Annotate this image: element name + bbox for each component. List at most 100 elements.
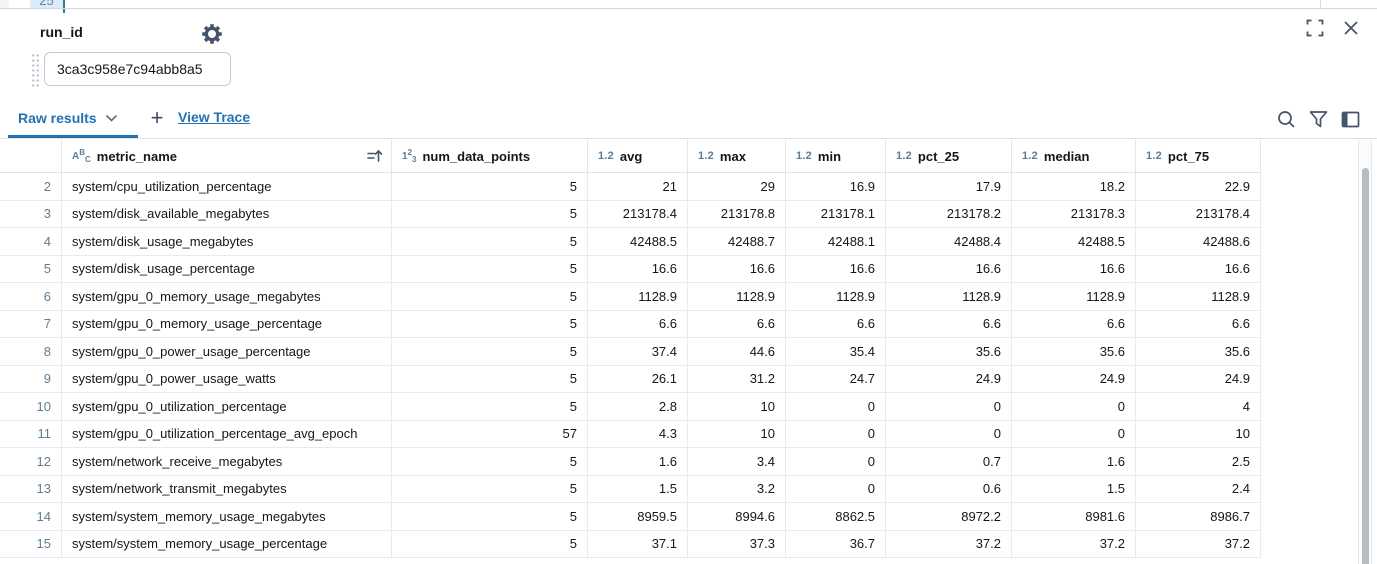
cell: 0 bbox=[1012, 420, 1136, 447]
add-visualization-button[interactable]: + bbox=[150, 105, 164, 130]
cell: 22.9 bbox=[1136, 173, 1261, 200]
cell: 213178.4 bbox=[588, 200, 688, 227]
cell: 42488.6 bbox=[1136, 228, 1261, 255]
cell: 5 bbox=[392, 503, 588, 530]
table-row[interactable]: 14 system/system_memory_usage_megabytes 5 8… bbox=[0, 503, 1261, 531]
table-row[interactable]: 4 system/disk_usage_megabytes 5 42488.5 4248… bbox=[0, 228, 1261, 256]
cell: 6.6 bbox=[588, 310, 688, 337]
row-number: 15 bbox=[0, 530, 62, 557]
column-header-median[interactable]: 1.2 median bbox=[1012, 140, 1136, 172]
row-number: 2 bbox=[0, 173, 62, 200]
run-id-input[interactable] bbox=[44, 52, 231, 86]
cell: 4 bbox=[1136, 393, 1261, 420]
column-header-min[interactable]: 1.2 min bbox=[786, 140, 886, 172]
column-header-pct_25[interactable]: 1.2 pct_25 bbox=[886, 140, 1012, 172]
cell: 8986.7 bbox=[1136, 503, 1261, 530]
cell: system/network_transmit_megabytes bbox=[62, 475, 392, 502]
results-tab-bar: Raw results + View Trace bbox=[0, 100, 1377, 139]
view-trace-link[interactable]: View Trace bbox=[178, 109, 251, 125]
cell: 26.1 bbox=[588, 365, 688, 392]
close-icon[interactable] bbox=[1340, 17, 1362, 39]
cell: 35.6 bbox=[1012, 338, 1136, 365]
tab-raw-results[interactable]: Raw results bbox=[18, 100, 117, 136]
cell: 16.6 bbox=[688, 255, 786, 282]
cell: system/cpu_utilization_percentage bbox=[62, 173, 392, 200]
cell: 8959.5 bbox=[588, 503, 688, 530]
cell: 2.4 bbox=[1136, 475, 1261, 502]
cell: 1128.9 bbox=[1136, 283, 1261, 310]
cell: 5 bbox=[392, 338, 588, 365]
table-row[interactable]: 8 system/gpu_0_power_usage_percentage 5 37.… bbox=[0, 338, 1261, 366]
column-header-metric_name[interactable]: ABC metric_name bbox=[62, 140, 392, 172]
cell: 17.9 bbox=[886, 173, 1012, 200]
cell: system/disk_usage_megabytes bbox=[62, 228, 392, 255]
cell: system/gpu_0_power_usage_watts bbox=[62, 365, 392, 392]
cell: 5 bbox=[392, 530, 588, 557]
cell: 213178.4 bbox=[1136, 200, 1261, 227]
gear-icon[interactable] bbox=[202, 24, 222, 44]
cell: 36.7 bbox=[786, 530, 886, 557]
table-row[interactable]: 2 system/cpu_utilization_percentage 5 21 29 1… bbox=[0, 173, 1261, 201]
table-row[interactable]: 6 system/gpu_0_memory_usage_megabytes 5 112… bbox=[0, 283, 1261, 311]
row-number: 4 bbox=[0, 228, 62, 255]
cell: 0 bbox=[886, 393, 1012, 420]
cell: 24.9 bbox=[886, 365, 1012, 392]
decimal-type-icon: 1.2 bbox=[896, 149, 912, 162]
cell: 35.6 bbox=[886, 338, 1012, 365]
cell: 42488.7 bbox=[688, 228, 786, 255]
decimal-type-icon: 1.2 bbox=[598, 149, 614, 162]
row-number: 10 bbox=[0, 393, 62, 420]
cell: 0 bbox=[786, 420, 886, 447]
table-row[interactable]: 10 system/gpu_0_utilization_percentage 5 2.… bbox=[0, 393, 1261, 421]
cell: 1128.9 bbox=[1012, 283, 1136, 310]
cell: 42488.1 bbox=[786, 228, 886, 255]
table-row[interactable]: 3 system/disk_available_megabytes 5 213178.… bbox=[0, 200, 1261, 228]
cell: system/disk_usage_percentage bbox=[62, 255, 392, 282]
cell: system/gpu_0_power_usage_percentage bbox=[62, 338, 392, 365]
cell: 5 bbox=[392, 255, 588, 282]
filter-icon[interactable] bbox=[1308, 107, 1328, 131]
row-number-column-header[interactable] bbox=[0, 140, 62, 172]
cell: system/disk_available_megabytes bbox=[62, 200, 392, 227]
cell: 44.6 bbox=[688, 338, 786, 365]
table-toolbar-icons bbox=[1276, 107, 1360, 131]
row-number: 12 bbox=[0, 448, 62, 475]
columns-panel-icon[interactable] bbox=[1340, 107, 1360, 131]
drag-handle-icon[interactable] bbox=[31, 53, 41, 88]
column-header-max[interactable]: 1.2 max bbox=[688, 140, 786, 172]
fullscreen-icon[interactable] bbox=[1304, 17, 1326, 39]
cell: 5 bbox=[392, 228, 588, 255]
table-row[interactable]: 12 system/network_receive_megabytes 5 1.6 3.… bbox=[0, 448, 1261, 476]
cell: 5 bbox=[392, 283, 588, 310]
search-icon[interactable] bbox=[1276, 107, 1296, 131]
cell: 37.2 bbox=[886, 530, 1012, 557]
cell: 213178.1 bbox=[786, 200, 886, 227]
row-number: 3 bbox=[0, 200, 62, 227]
cell: 10 bbox=[688, 420, 786, 447]
table-row[interactable]: 15 system/system_memory_usage_percentage 5… bbox=[0, 530, 1261, 558]
row-number: 14 bbox=[0, 503, 62, 530]
cell: 29 bbox=[688, 173, 786, 200]
table-row[interactable]: 7 system/gpu_0_memory_usage_percentage 5 6.… bbox=[0, 310, 1261, 338]
scrollbar-thumb[interactable] bbox=[1361, 168, 1369, 564]
table-row[interactable]: 9 system/gpu_0_power_usage_watts 5 26.1 31.2… bbox=[0, 365, 1261, 393]
cell: 0 bbox=[1012, 393, 1136, 420]
table-row[interactable]: 5 system/disk_usage_percentage 5 16.6 16.6 16… bbox=[0, 255, 1261, 283]
cell: 6.6 bbox=[688, 310, 786, 337]
cell: 1.6 bbox=[1012, 448, 1136, 475]
cell: 0 bbox=[786, 448, 886, 475]
column-header-pct_75[interactable]: 1.2 pct_75 bbox=[1136, 140, 1261, 172]
table-row[interactable]: 13 system/network_transmit_megabytes 5 1.5 3… bbox=[0, 475, 1261, 503]
decimal-type-icon: 1.2 bbox=[698, 149, 714, 162]
cell: 5 bbox=[392, 310, 588, 337]
table-row[interactable]: 11 system/gpu_0_utilization_percentage_av… bbox=[0, 420, 1261, 448]
decimal-type-icon: 1.2 bbox=[796, 149, 812, 162]
cell: 31.2 bbox=[688, 365, 786, 392]
column-header-num_data_points[interactable]: 123 num_data_points bbox=[392, 140, 588, 172]
row-number: 13 bbox=[0, 475, 62, 502]
cell: 2.8 bbox=[588, 393, 688, 420]
vertical-scrollbar[interactable] bbox=[1358, 140, 1372, 564]
editor-cursor bbox=[63, 0, 65, 13]
column-header-avg[interactable]: 1.2 avg bbox=[588, 140, 688, 172]
cell: 8994.6 bbox=[688, 503, 786, 530]
